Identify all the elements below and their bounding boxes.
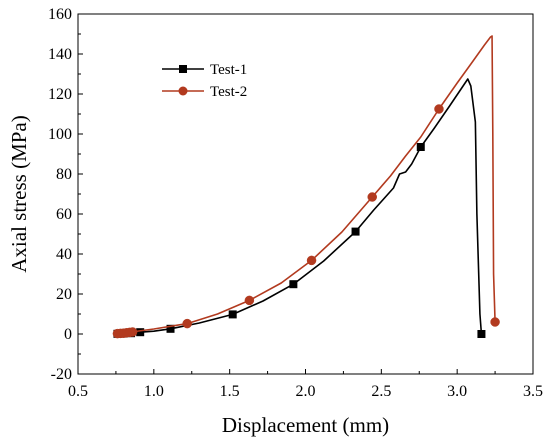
x-tick-label: 2.5 bbox=[371, 383, 391, 400]
x-tick-label: 3.0 bbox=[447, 383, 467, 400]
x-tick-label: 1.0 bbox=[144, 383, 164, 400]
y-tick-label: -20 bbox=[51, 366, 72, 383]
x-tick-label: 2.0 bbox=[296, 383, 316, 400]
data-point-marker bbox=[289, 280, 298, 289]
y-tick-label: 80 bbox=[56, 166, 72, 183]
tick-labels: 0.5 1.0 1.5 2.0 2.5 3.0 3.5 -20 0 20 40 60 80 100 120 1… bbox=[48, 6, 543, 400]
data-point-marker bbox=[127, 327, 138, 337]
y-tick-label: 60 bbox=[56, 206, 72, 223]
legend-label: Test-1 bbox=[210, 62, 247, 78]
y-tick-label: 20 bbox=[56, 286, 72, 303]
x-axis-title: Displacement (mm) bbox=[222, 413, 389, 437]
data-point-marker bbox=[306, 255, 317, 266]
data-point-marker bbox=[367, 192, 377, 202]
series-test-1 bbox=[113, 78, 486, 338]
x-tick-label: 0.5 bbox=[68, 383, 88, 400]
y-tick-label: 120 bbox=[48, 86, 72, 103]
x-tick-label: 3.5 bbox=[523, 383, 543, 400]
series-test-2 bbox=[112, 35, 500, 339]
data-point-marker bbox=[416, 143, 425, 151]
series-line-test-1 bbox=[117, 78, 483, 335]
data-point-marker bbox=[351, 227, 360, 236]
legend: Test-1 Test-2 bbox=[162, 62, 247, 100]
y-tick-label: 160 bbox=[48, 6, 72, 23]
legend-swatch-marker bbox=[179, 65, 187, 73]
legend-item-test-1: Test-1 bbox=[162, 62, 247, 78]
data-point-marker bbox=[477, 330, 486, 338]
legend-swatch-marker bbox=[178, 86, 188, 96]
y-tick-label: 140 bbox=[48, 46, 72, 63]
data-point-marker bbox=[490, 317, 500, 327]
legend-item-test-2: Test-2 bbox=[162, 84, 247, 100]
data-point-marker bbox=[244, 295, 255, 306]
plot-frame bbox=[77, 13, 534, 375]
y-tick-label: 40 bbox=[56, 246, 72, 263]
data-point-marker bbox=[434, 104, 444, 114]
x-tick-label: 1.5 bbox=[220, 383, 240, 400]
data-point-marker bbox=[136, 328, 145, 337]
series-line-test-2 bbox=[117, 35, 496, 335]
data-point-marker bbox=[182, 318, 192, 329]
data-point-marker bbox=[228, 310, 237, 319]
y-tick-label: 0 bbox=[64, 326, 72, 343]
y-tick-label: 100 bbox=[48, 126, 72, 143]
plot-series bbox=[112, 35, 500, 339]
legend-label: Test-2 bbox=[210, 84, 247, 100]
data-point-marker bbox=[166, 324, 175, 333]
axis-ticks bbox=[77, 13, 534, 375]
y-axis-title: Axial stress (MPa) bbox=[7, 115, 31, 272]
